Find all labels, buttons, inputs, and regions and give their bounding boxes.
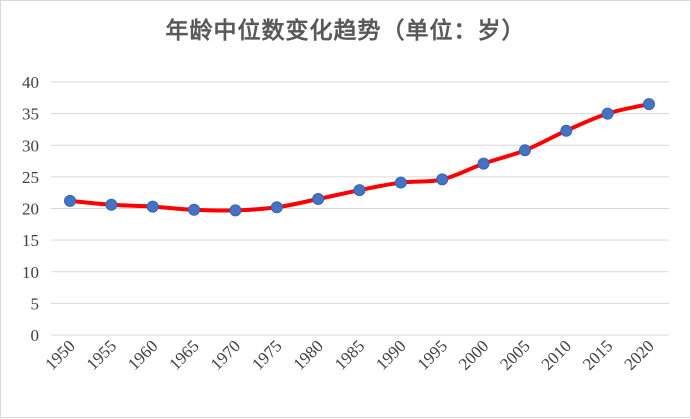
- data-point-2000: [477, 157, 490, 170]
- chart-title: 年龄中位数变化趋势（单位：岁）: [165, 18, 526, 44]
- x-tick-label: 2005: [496, 336, 533, 373]
- x-tick-label: 1980: [289, 336, 326, 373]
- data-point-1990: [394, 176, 407, 189]
- data-point-1985: [353, 184, 366, 197]
- x-tick-label: 1955: [83, 336, 120, 373]
- x-tick-label: 1960: [124, 336, 161, 373]
- data-point-1965: [188, 203, 201, 216]
- x-tick-label: 1965: [165, 336, 202, 373]
- y-tick-label: 35: [22, 105, 39, 124]
- x-tick-label: 2020: [620, 336, 657, 373]
- data-point-2020: [643, 98, 655, 111]
- data-point-1950: [64, 194, 76, 207]
- data-point-2005: [518, 144, 531, 157]
- data-point-1975: [270, 201, 283, 214]
- data-point-1960: [146, 200, 159, 213]
- x-axis-tick-labels: 1950 1955 1960 1965 1970 1975 1980 1985 1990 1995…: [41, 336, 657, 373]
- x-tick-label: 2000: [455, 336, 492, 373]
- gridlines: [51, 81, 669, 336]
- x-tick-label: 1985: [331, 336, 368, 373]
- data-point-2010: [560, 124, 573, 137]
- y-tick-label: 30: [22, 136, 39, 155]
- data-point-1955: [105, 198, 118, 211]
- y-tick-label: 0: [31, 326, 40, 345]
- y-tick-label: 20: [22, 200, 39, 219]
- y-tick-label: 5: [31, 294, 40, 313]
- y-tick-label: 15: [22, 231, 39, 250]
- x-tick-label: 2010: [538, 336, 575, 373]
- x-tick-label: 2015: [579, 336, 616, 373]
- x-tick-label: 1990: [372, 336, 409, 373]
- data-point-1970: [229, 204, 242, 217]
- y-tick-label: 40: [22, 73, 39, 92]
- y-tick-label: 25: [22, 168, 39, 187]
- y-axis-tick-labels: 0 5 10 15 20 25 30 35 40: [22, 73, 39, 345]
- marker-layer: [64, 98, 655, 217]
- x-tick-label: 1995: [414, 336, 451, 373]
- x-tick-label: 1970: [207, 336, 244, 373]
- data-point-1995: [436, 173, 449, 186]
- data-point-1980: [312, 193, 325, 206]
- data-point-2015: [601, 107, 614, 120]
- x-tick-label: 1975: [248, 336, 285, 373]
- x-tick-label: 1950: [41, 336, 78, 373]
- y-tick-label: 10: [22, 263, 39, 282]
